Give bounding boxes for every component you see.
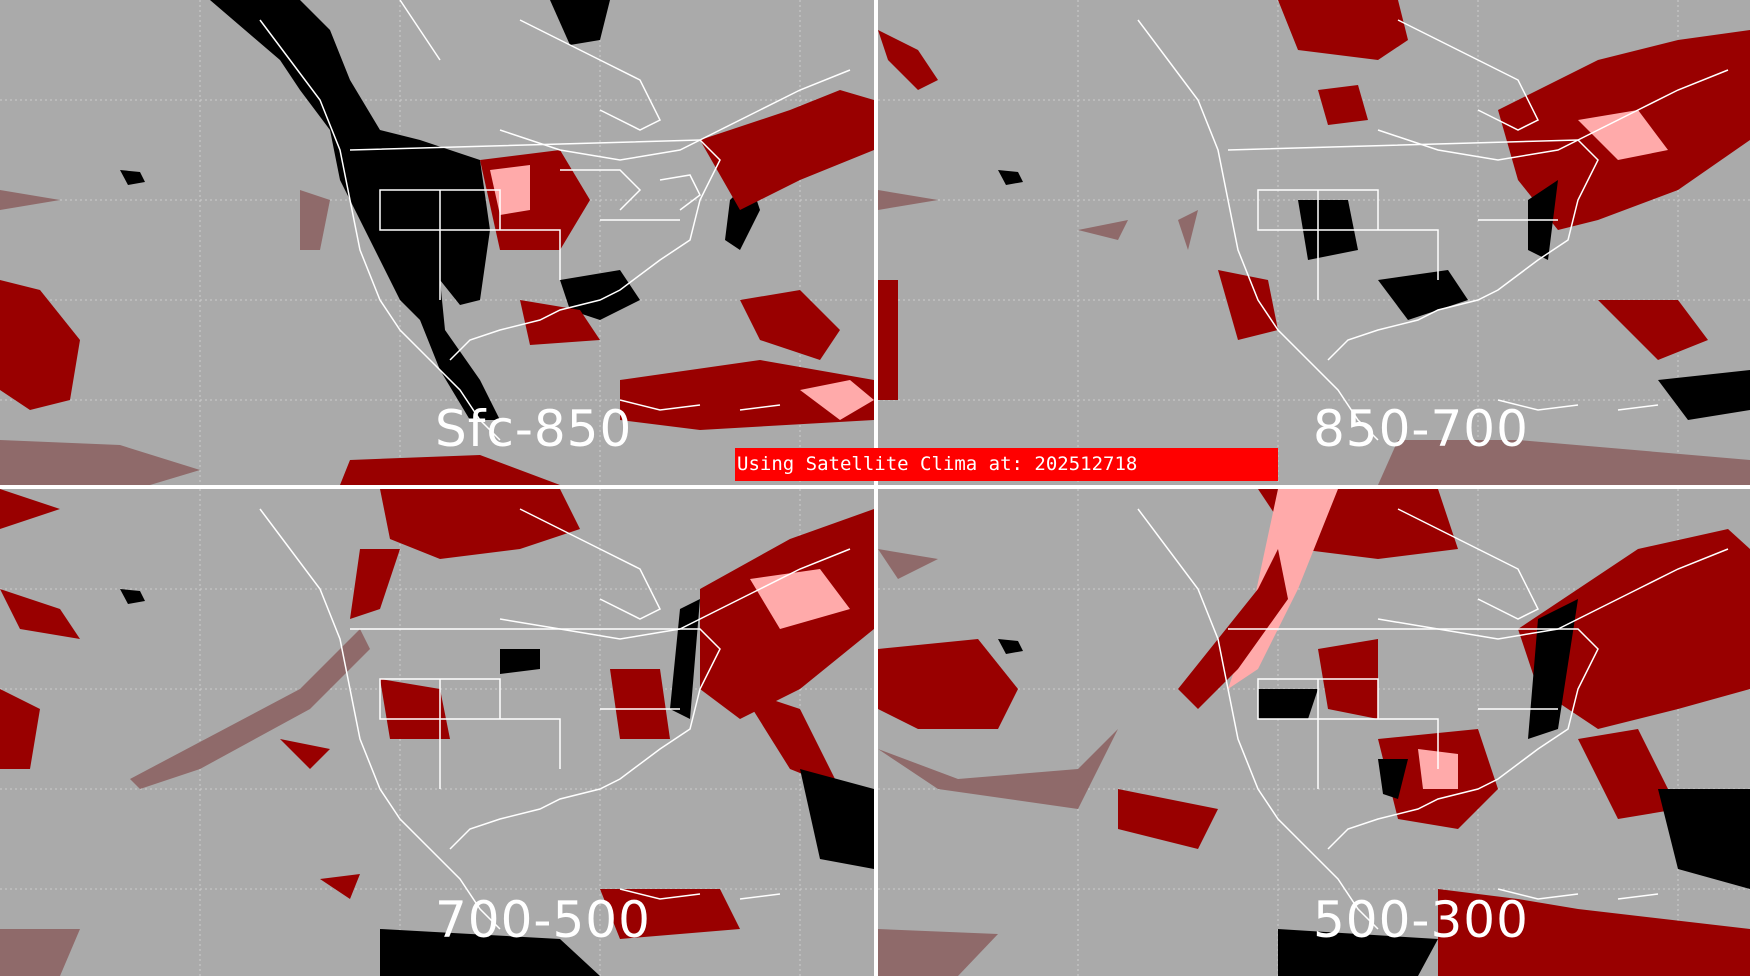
panel-700-500: 700-500 — [0, 489, 874, 976]
map-sfc-850 — [0, 0, 874, 485]
panel-sfc-850: Sfc-850 — [0, 0, 874, 485]
horizontal-divider — [0, 485, 1750, 489]
panel-label-700-500: 700-500 — [435, 891, 651, 949]
panel-label-850-700: 850-700 — [1313, 400, 1529, 458]
map-500-300 — [878, 489, 1750, 976]
panel-850-700: 850-700 — [878, 0, 1750, 485]
panel-500-300: 500-300 — [878, 489, 1750, 976]
map-700-500 — [0, 489, 874, 976]
satellite-clima-banner: Using Satellite Clima at: 202512718 — [735, 448, 1278, 481]
panel-label-500-300: 500-300 — [1313, 891, 1529, 949]
panel-label-sfc-850: Sfc-850 — [435, 400, 633, 458]
map-850-700 — [878, 0, 1750, 485]
